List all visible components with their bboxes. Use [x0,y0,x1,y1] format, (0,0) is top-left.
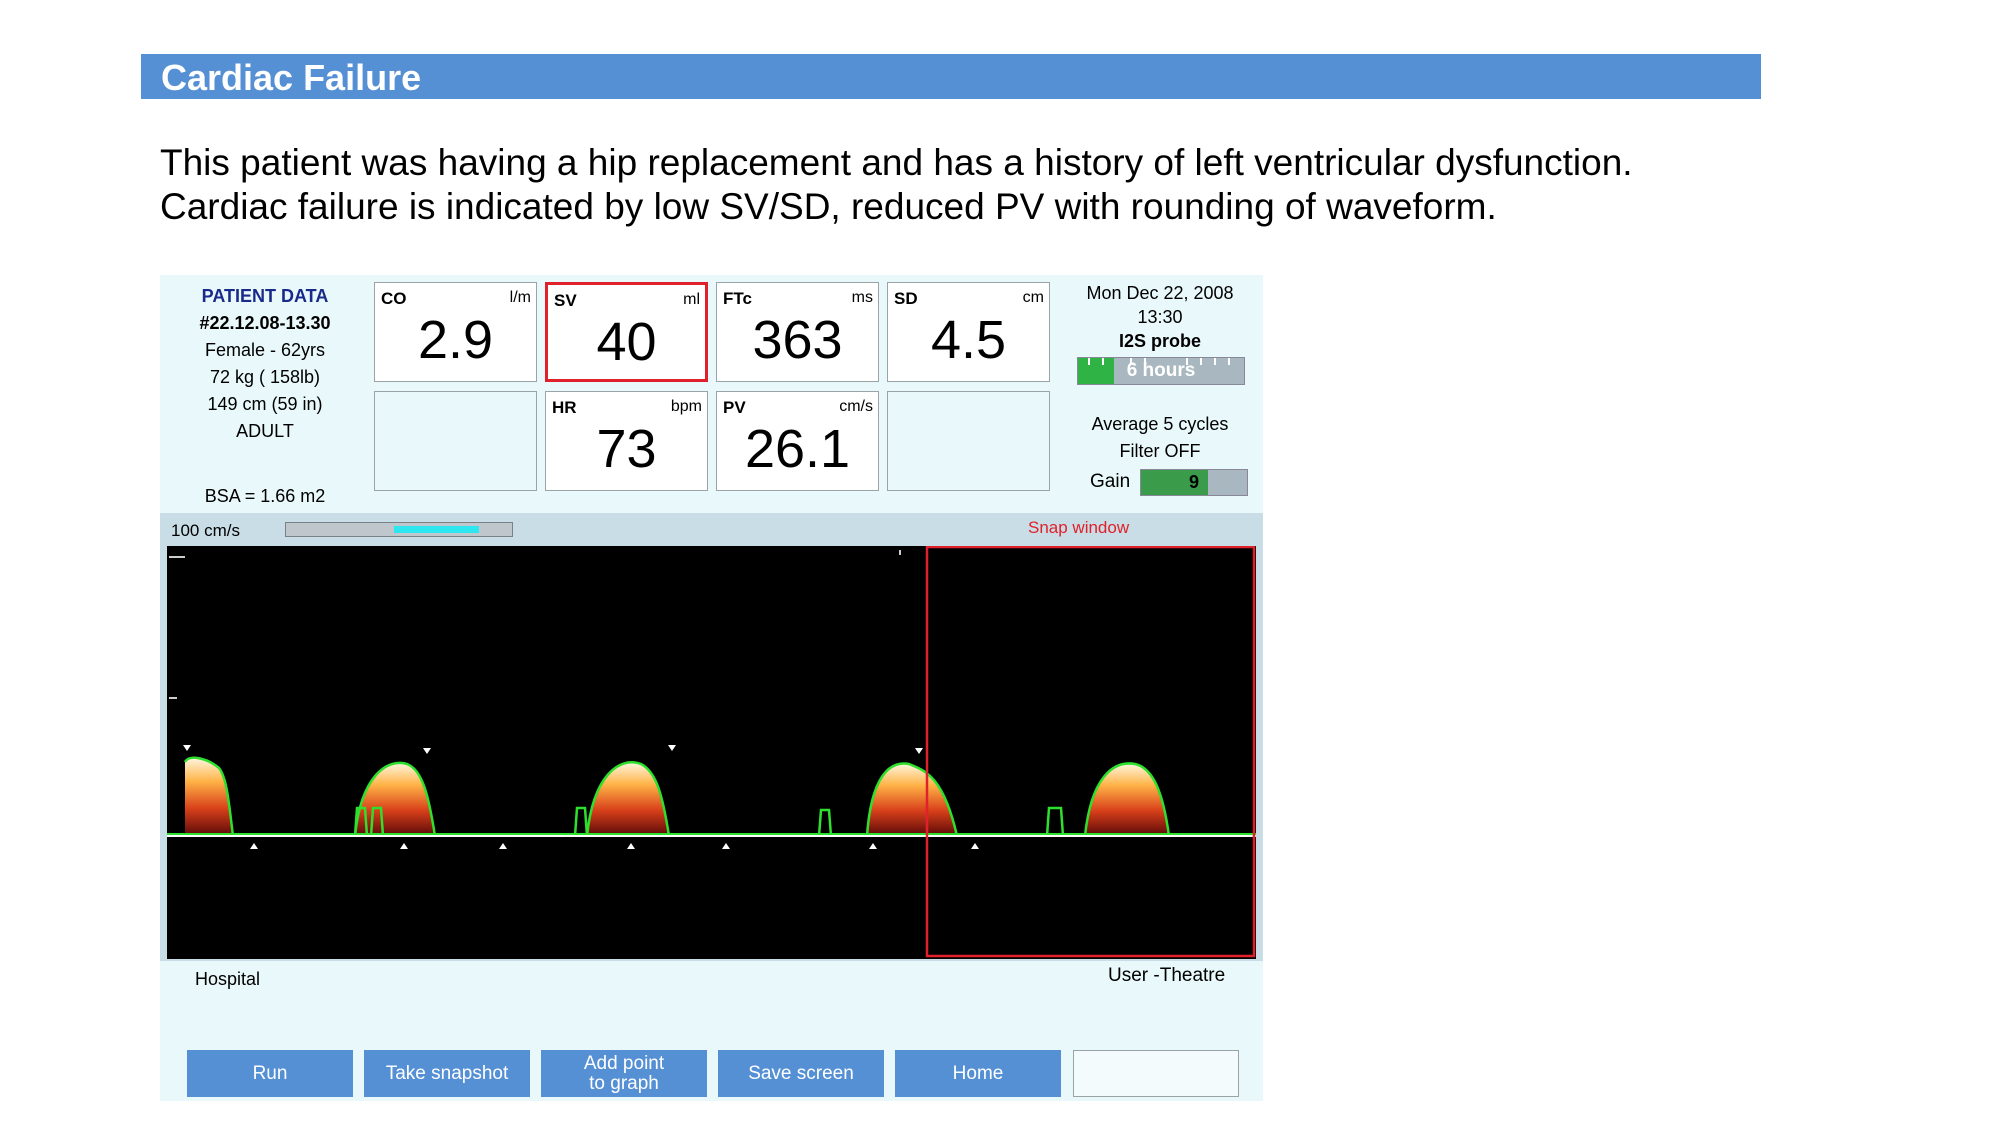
patient-category: ADULT [236,421,294,441]
patient-data-heading: PATIENT DATA [201,286,329,306]
metric-sv-label: SV [554,291,577,310]
sweep-speed-fill [394,526,479,533]
add-point-label-1: Add point [583,1052,665,1074]
footer-user: User -Theatre [1108,965,1226,986]
add-point-label-2: to graph [589,1072,659,1094]
metric-empty-1[interactable] [374,391,537,491]
metric-sd-unit: cm [1022,289,1044,306]
metric-co-label: CO [381,289,407,308]
metric-ftc-value: 363 [752,310,843,370]
metric-hr-label: HR [552,398,577,417]
metric-co-value: 2.9 [417,310,494,370]
empty-button[interactable] [1073,1050,1239,1097]
gain-slider[interactable]: 9 [1140,469,1248,496]
filter-status: Filter OFF [1119,441,1201,461]
sweep-speed-bar[interactable] [285,522,513,537]
footer-hospital: Hospital [195,969,261,989]
take-snapshot-label: Take snapshot [385,1062,509,1084]
waveform-background [167,546,1256,959]
metric-pv-label: PV [723,398,746,417]
run-button[interactable]: Run [187,1050,353,1097]
description-line-2: Cardiac failure is indicated by low SV/S… [160,186,1497,227]
description-line-1: This patient was having a hip replacemen… [160,142,1633,183]
metric-sv-value: 40 [596,312,657,372]
patient-bsa: BSA = 1.66 m2 [204,486,326,506]
metric-ftc[interactable]: FTc ms 363 [716,282,879,382]
home-label: Home [952,1062,1004,1084]
add-point-button[interactable]: Add point to graph [541,1050,707,1097]
metric-sd[interactable]: SD cm 4.5 [887,282,1050,382]
gain-label: Gain [1090,471,1131,492]
patient-sex-age: Female - 62yrs [204,340,326,360]
metric-hr-unit: bpm [670,398,702,415]
probe-name: I2S probe [1118,331,1202,351]
doppler-waveform [167,546,1256,959]
probe-timer-text: 6 hours [1126,360,1196,381]
metric-pv-unit: cm/s [839,398,873,415]
patient-height: 149 cm (59 in) [207,394,323,414]
save-screen-label: Save screen [748,1062,854,1084]
snap-window-frame[interactable] [925,546,1256,958]
slide-title-bar: Cardiac Failure [141,54,1761,99]
metric-co[interactable]: CO l/m 2.9 [374,282,537,382]
doppler-display: 100 cm/s Snap window [160,513,1263,961]
patient-id: #22.12.08-13.30 [199,313,331,333]
save-screen-button[interactable]: Save screen [718,1050,884,1097]
metric-sv[interactable]: SV ml 40 [545,282,708,382]
status-time: 13:30 [1137,307,1183,327]
metric-hr-value: 73 [596,419,657,479]
run-button-label: Run [252,1062,288,1084]
sweep-speed: 100 cm/s [171,521,240,540]
home-button[interactable]: Home [895,1050,1061,1097]
metric-sd-value: 4.5 [930,310,1007,370]
probe-timer-bar: 6 hours [1077,357,1245,385]
slide-title: Cardiac Failure [161,57,422,98]
metric-co-unit: l/m [509,289,531,306]
metric-hr[interactable]: HR bpm 73 [545,391,708,491]
metric-sd-label: SD [894,289,918,308]
metric-pv[interactable]: PV cm/s 26.1 [716,391,879,491]
snap-window-label: Snap window [1028,518,1130,537]
metric-empty-2[interactable] [887,391,1050,491]
probe-timer-fill [1078,358,1114,384]
metric-sv-unit: ml [683,291,700,308]
monitor-screen: PATIENT DATA #22.12.08-13.30 Female - 62… [160,275,1263,1101]
metric-pv-value: 26.1 [744,419,851,479]
gain-value: 9 [1189,472,1200,492]
status-date: Mon Dec 22, 2008 [1086,283,1234,303]
patient-weight: 72 kg ( 158lb) [209,367,321,387]
take-snapshot-button[interactable]: Take snapshot [364,1050,530,1097]
patient-data-panel: PATIENT DATA #22.12.08-13.30 Female - 62… [160,283,370,506]
metric-ftc-label: FTc [723,289,752,308]
gain-fill [1141,470,1208,495]
average-cycles: Average 5 cycles [1091,414,1229,434]
metric-ftc-unit: ms [851,289,873,306]
